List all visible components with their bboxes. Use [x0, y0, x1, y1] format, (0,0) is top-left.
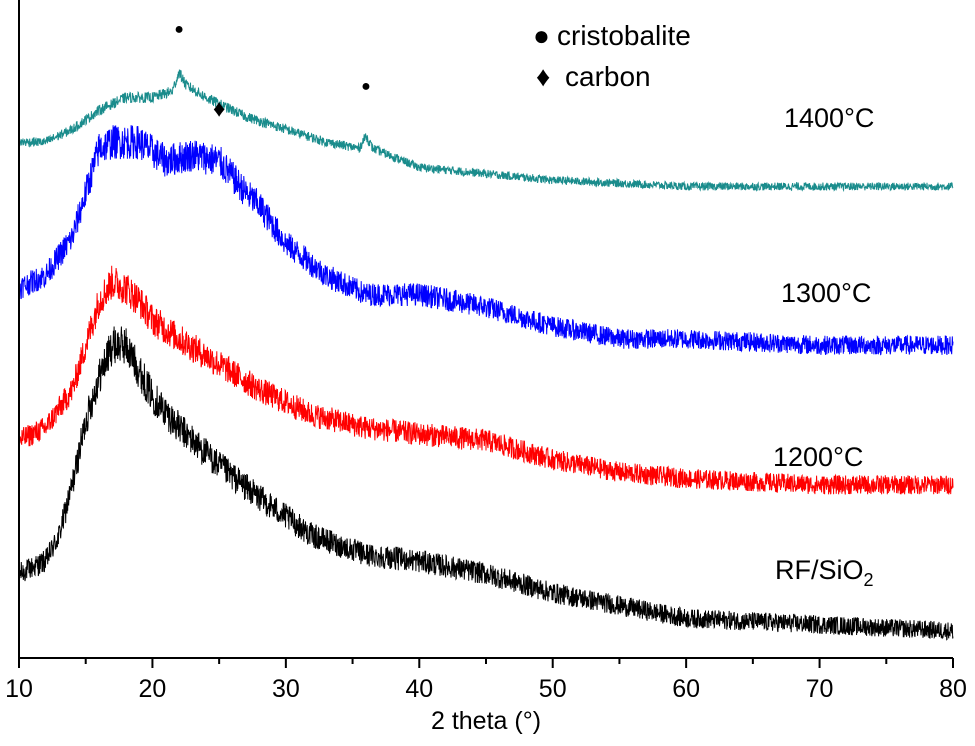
series-label-rf-sio2-main: RF/SiO	[775, 555, 864, 585]
cristobalite-peak-marker-1: ●	[361, 78, 371, 95]
x-tick-label-50: 50	[539, 675, 567, 703]
series-label-1200: 1200°C	[773, 442, 863, 472]
x-tick-label-40: 40	[405, 675, 433, 703]
legend-marker-diamond: ♦	[536, 61, 550, 92]
legend-label-carbon: carbon	[565, 61, 651, 92]
x-tick-label-60: 60	[672, 675, 700, 703]
series-1200c	[18, 265, 954, 495]
x-tick-label-30: 30	[272, 675, 300, 703]
legend: ● cristobalite ♦ carbon	[533, 20, 691, 92]
x-ticks: 10 20 30 40 50 60 70 80	[5, 658, 967, 703]
x-tick-label-70: 70	[806, 675, 834, 703]
cristobalite-peak-marker-0: ●	[174, 21, 184, 38]
series-1300c	[18, 125, 954, 356]
carbon-peak-marker-2: ♦	[213, 96, 225, 123]
annotation-layer: ● ● ♦	[174, 21, 370, 123]
series-label-1300: 1300°C	[781, 278, 871, 308]
series-label-rf-sio2: RF/SiO2	[775, 555, 874, 590]
legend-label-cristobalite: cristobalite	[557, 20, 691, 51]
x-tick-label-20: 20	[139, 675, 167, 703]
series-label-1400: 1400°C	[784, 103, 874, 133]
series-1400c	[18, 69, 954, 193]
series-label-rf-sio2-subscript: 2	[864, 570, 874, 590]
series-layer	[18, 69, 954, 641]
x-axis-label: 2 theta (°)	[431, 707, 541, 735]
legend-marker-circle: ●	[533, 20, 550, 51]
x-tick-label-10: 10	[5, 675, 33, 703]
x-tick-label-80: 80	[939, 675, 967, 703]
series-rf-sio2	[18, 326, 954, 641]
